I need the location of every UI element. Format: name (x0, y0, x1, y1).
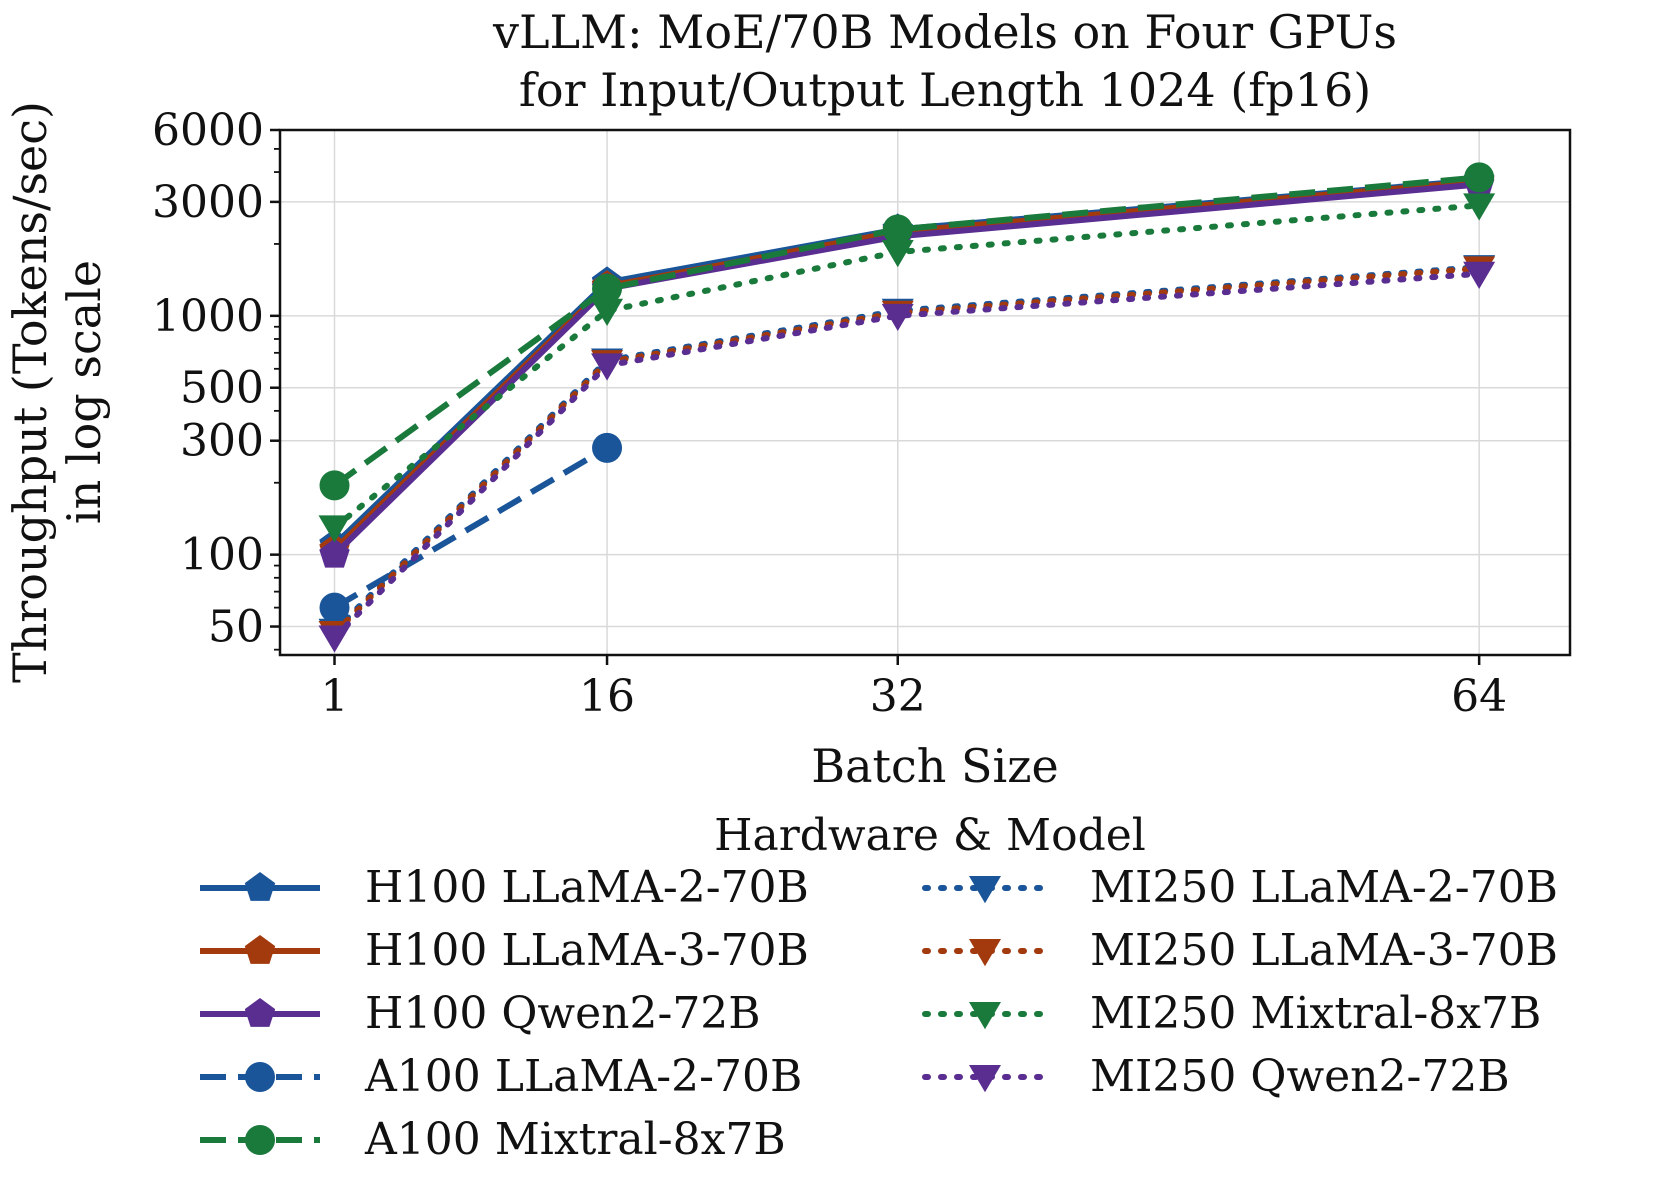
legend-item-h100-qwen2-72b: H100 Qwen2-72B (200, 988, 761, 1039)
legend-item-mi250-mixtral-8x7b: MI250 Mixtral-8x7B (922, 988, 1541, 1039)
x-tick-label: 64 (1451, 671, 1507, 722)
legend-label: MI250 LLaMA-2-70B (1090, 862, 1558, 913)
legend-label: H100 LLaMA-2-70B (365, 862, 809, 913)
legend-item-h100-llama-2-70b: H100 LLaMA-2-70B (200, 862, 809, 913)
data-point (318, 625, 351, 653)
data-point (1463, 193, 1496, 221)
legend-item-mi250-llama-3-70b: MI250 LLaMA-3-70B (922, 925, 1558, 976)
data-point (591, 298, 624, 326)
series-line (331, 264, 1483, 634)
data-point (592, 432, 623, 463)
data-point (1464, 162, 1495, 193)
y-axis-label: Throughput (Tokens/sec) in log scale (3, 101, 111, 683)
chart-subtitle: for Input/Output Length 1024 (fp16) (519, 63, 1371, 117)
series-line (332, 174, 1480, 488)
series-line (332, 181, 1480, 557)
data-point (318, 515, 351, 543)
y-tick-label: 50 (208, 602, 264, 653)
series-line (331, 202, 1483, 531)
legend-item-mi250-llama-2-70b: MI250 LLaMA-2-70B (922, 862, 1558, 913)
series-line (332, 445, 609, 611)
legend-label: MI250 LLaMA-3-70B (1090, 925, 1558, 976)
legend-item-mi250-qwen2-72b: MI250 Qwen2-72B (922, 1051, 1510, 1102)
plot-series (318, 162, 1496, 653)
legend-marker (969, 1065, 1001, 1093)
legend-label: A100 Mixtral-8x7B (364, 1114, 786, 1165)
x-axis-label: Batch Size (811, 739, 1058, 793)
legend-item-h100-llama-3-70b: H100 LLaMA-3-70B (200, 925, 809, 976)
x-tick-label: 1 (321, 671, 349, 722)
legend-label: MI250 Mixtral-8x7B (1090, 988, 1541, 1039)
data-point (319, 470, 350, 501)
plot-frame (278, 128, 1572, 657)
series-mi250-mixtral-8x7b (318, 193, 1496, 543)
y-axis-label-line1: Throughput (Tokens/sec) (3, 101, 57, 683)
data-point (1463, 261, 1496, 289)
legend-label: H100 Qwen2-72B (365, 988, 761, 1039)
legend-item-a100-mixtral-8x7b: A100 Mixtral-8x7B (200, 1114, 786, 1165)
data-point (591, 353, 624, 381)
data-point (592, 273, 623, 304)
series-line (331, 265, 1483, 636)
series-line (331, 270, 1483, 641)
x-tick-label: 16 (579, 671, 635, 722)
legend-marker (244, 935, 276, 964)
legend-marker (245, 1062, 275, 1092)
y-tick-label: 500 (180, 363, 264, 414)
legend-marker (969, 939, 1001, 967)
data-point (319, 592, 350, 623)
y-tick-label: 100 (180, 530, 264, 581)
legend-entries: H100 LLaMA-2-70B H100 LLaMA-3-70B H100 Qwe… (200, 862, 1558, 1165)
data-point (881, 240, 914, 268)
legend-label: MI250 Qwen2-72B (1090, 1051, 1510, 1102)
grid-lines (280, 129, 1570, 655)
series-a100-llama-2-70b (319, 432, 623, 623)
y-axis-label-line2: in log scale (57, 260, 111, 524)
legend-marker (969, 876, 1001, 904)
legend-label: A100 LLaMA-2-70B (364, 1051, 802, 1102)
series-mi250-qwen2-72b (318, 261, 1496, 653)
chart-title: vLLM: MoE/70B Models on Four GPUs (492, 5, 1397, 59)
y-tick-label: 300 (180, 416, 264, 467)
legend-label: H100 LLaMA-3-70B (365, 925, 809, 976)
legend-item-a100-llama-2-70b: A100 LLaMA-2-70B (200, 1051, 802, 1102)
legend-marker (244, 998, 276, 1027)
y-tick-label: 1000 (152, 291, 264, 342)
legend-title: Hardware & Model (714, 810, 1146, 861)
data-point (881, 303, 914, 332)
legend-marker (244, 872, 276, 901)
legend-marker (969, 1002, 1001, 1030)
y-tick-label: 3000 (152, 177, 264, 228)
legend-marker (245, 1125, 275, 1155)
series-a100-mixtral-8x7b (319, 162, 1495, 501)
data-point (319, 538, 350, 568)
x-tick-label: 32 (870, 671, 926, 722)
y-tick-label: 6000 (152, 105, 264, 156)
data-point (882, 214, 913, 245)
